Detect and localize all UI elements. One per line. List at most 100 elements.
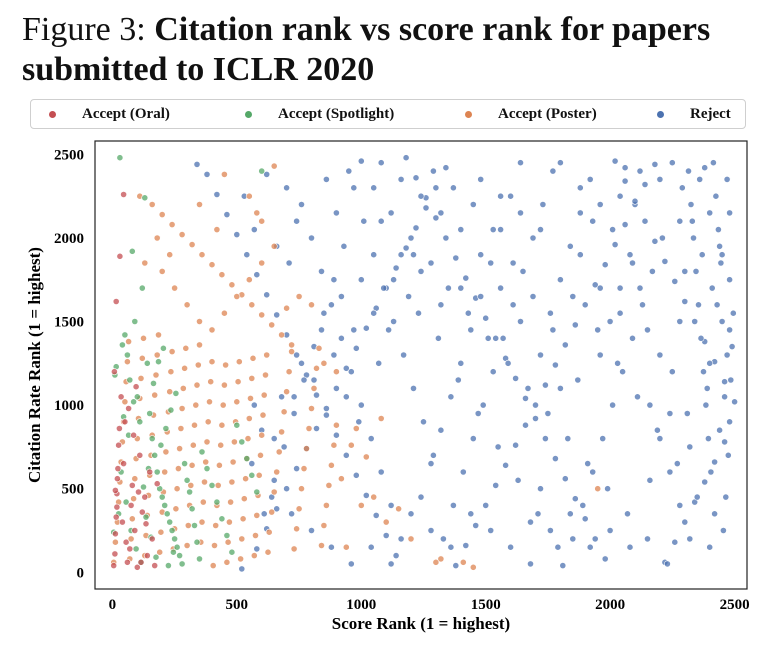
point-reject (539, 201, 547, 208)
point-accept-poster (137, 374, 145, 382)
point-accept-spotlight (243, 455, 251, 462)
point-reject (489, 226, 497, 233)
point-reject (723, 351, 731, 359)
point-reject (574, 376, 582, 384)
point-reject (542, 435, 549, 442)
point-reject (557, 276, 564, 284)
point-accept-poster (187, 481, 195, 489)
point-accept-oral (132, 383, 140, 391)
point-accept-poster (305, 425, 313, 432)
point-reject (509, 259, 517, 267)
point-accept-poster (157, 528, 165, 536)
point-accept-poster (469, 563, 477, 571)
point-reject (688, 217, 696, 225)
point-accept-oral (116, 252, 124, 260)
plot-frame (94, 140, 748, 590)
point-reject (683, 410, 691, 417)
point-accept-poster (201, 478, 208, 486)
point-accept-oral (110, 562, 118, 569)
point-accept-poster (220, 381, 228, 389)
point-accept-poster (262, 371, 269, 379)
point-accept-oral (142, 520, 150, 528)
point-reject (502, 461, 509, 469)
point-reject (477, 175, 485, 183)
point-accept-poster (140, 334, 147, 342)
point-reject (442, 164, 450, 172)
point-accept-poster (181, 364, 188, 372)
point-reject (293, 217, 300, 225)
point-reject (668, 159, 676, 167)
point-reject (596, 284, 604, 292)
point-accept-poster (293, 525, 300, 533)
legend-label-oral: Accept (Oral) (82, 105, 170, 122)
point-accept-spotlight (133, 393, 141, 401)
point-reject (651, 160, 659, 168)
point-accept-oral (113, 503, 121, 511)
point-reject (367, 543, 375, 551)
point-accept-spotlight (142, 513, 150, 521)
point-reject (288, 510, 295, 518)
point-reject (263, 291, 271, 299)
point-accept-poster (191, 421, 198, 429)
point-reject (405, 293, 412, 300)
point-accept-oral (119, 518, 126, 526)
legend-marker-reject (657, 110, 664, 118)
point-reject (457, 359, 465, 367)
point-reject (586, 543, 594, 551)
point-reject (676, 318, 684, 325)
point-accept-poster (209, 562, 217, 569)
point-reject (380, 284, 388, 292)
point-reject (581, 301, 589, 309)
point-reject (726, 209, 733, 217)
point-accept-poster (244, 435, 252, 442)
point-accept-spotlight (158, 493, 166, 501)
point-reject (676, 501, 684, 509)
point-accept-poster (263, 351, 271, 359)
point-reject (726, 276, 733, 284)
point-reject (497, 284, 504, 292)
point-reject (427, 460, 435, 467)
point-accept-poster (161, 468, 169, 476)
point-accept-oral (143, 552, 151, 559)
point-accept-spotlight (183, 476, 191, 484)
point-reject (722, 493, 730, 501)
point-reject (387, 501, 395, 509)
point-accept-poster (273, 468, 281, 476)
point-accept-poster (182, 344, 190, 352)
point-reject (417, 192, 425, 200)
point-reject (377, 159, 385, 167)
point-reject (300, 376, 308, 384)
point-accept-poster (199, 498, 207, 506)
point-reject (527, 518, 534, 526)
point-accept-spotlight (136, 418, 144, 426)
point-accept-poster (218, 421, 226, 429)
point-reject (687, 201, 695, 208)
point-accept-poster (172, 505, 180, 513)
point-reject (715, 226, 722, 233)
point-reject (410, 251, 417, 259)
point-reject (322, 411, 330, 419)
point-reject (691, 318, 699, 325)
point-reject (547, 309, 554, 317)
point-reject (676, 217, 684, 225)
point-accept-oral (141, 493, 149, 501)
chart-title-line2: submitted to ICLR 2020 (22, 51, 375, 88)
point-accept-spotlight (131, 318, 139, 325)
point-accept-poster (290, 545, 298, 553)
point-reject (564, 435, 572, 442)
point-accept-oral (138, 508, 146, 516)
point-accept-poster (278, 428, 285, 436)
point-reject (596, 201, 604, 208)
point-accept-poster (285, 368, 293, 376)
point-accept-poster (238, 535, 246, 543)
point-reject (666, 410, 674, 417)
point-reject (576, 209, 584, 217)
point-accept-poster (196, 201, 203, 208)
point-accept-spotlight (151, 451, 159, 459)
y-tick-label: 500 (62, 482, 85, 498)
point-accept-poster (237, 555, 244, 563)
point-accept-poster (224, 538, 232, 546)
point-reject (482, 501, 490, 509)
point-accept-poster (229, 458, 237, 466)
point-reject (298, 201, 305, 208)
